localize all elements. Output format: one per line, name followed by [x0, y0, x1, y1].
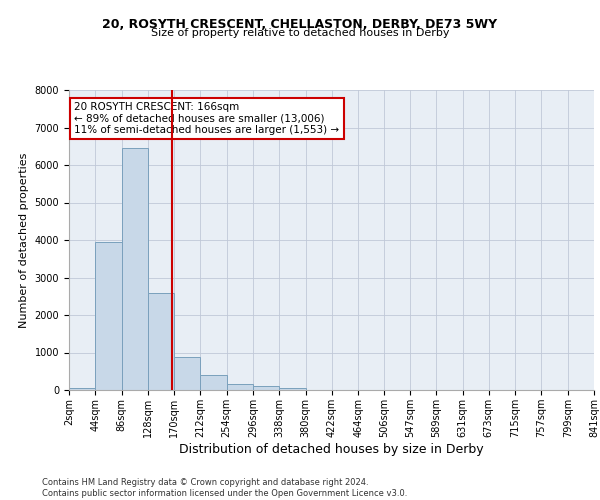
Bar — [122, 148, 148, 390]
Bar — [174, 357, 200, 390]
Bar — [95, 242, 122, 390]
Text: Contains HM Land Registry data © Crown copyright and database right 2024.
Contai: Contains HM Land Registry data © Crown c… — [42, 478, 407, 498]
Bar — [279, 388, 305, 390]
Text: Size of property relative to detached houses in Derby: Size of property relative to detached ho… — [151, 28, 449, 38]
Text: 20 ROSYTH CRESCENT: 166sqm
← 89% of detached houses are smaller (13,006)
11% of : 20 ROSYTH CRESCENT: 166sqm ← 89% of deta… — [74, 102, 340, 135]
Bar — [253, 386, 279, 390]
Bar — [200, 376, 227, 390]
Bar — [148, 292, 174, 390]
Bar — [69, 388, 95, 390]
Bar — [227, 384, 253, 390]
Y-axis label: Number of detached properties: Number of detached properties — [19, 152, 29, 328]
X-axis label: Distribution of detached houses by size in Derby: Distribution of detached houses by size … — [179, 442, 484, 456]
Text: 20, ROSYTH CRESCENT, CHELLASTON, DERBY, DE73 5WY: 20, ROSYTH CRESCENT, CHELLASTON, DERBY, … — [103, 18, 497, 30]
